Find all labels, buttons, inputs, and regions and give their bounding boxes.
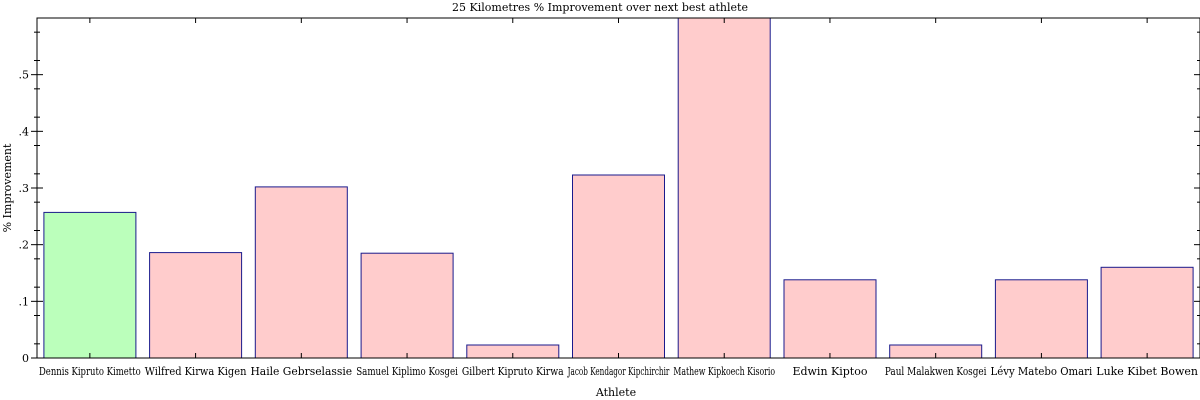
y-tick-label-3: .3 [19, 182, 30, 195]
x-tick-label-3: Samuel Kiplimo Kosgei [356, 365, 458, 378]
x-tick-label-1: Wilfred Kirwa Kigen [145, 365, 247, 378]
x-tick-label-5: Jacob Kendagor Kipchirchir [567, 365, 670, 378]
bar-5 [572, 174, 665, 359]
y-axis-label: % Improvement [1, 143, 14, 232]
bars-group [43, 17, 1194, 359]
bar-6 [677, 17, 771, 359]
x-axis-label: Athlete [595, 386, 636, 399]
bar-10 [1100, 266, 1194, 359]
chart-title: 25 Kilometres % Improvement over next be… [452, 1, 748, 14]
bar-0 [43, 211, 137, 359]
x-tick-label-10: Luke Kibet Bowen [1096, 365, 1198, 378]
x-tick-label-4: Gilbert Kipruto Kirwa [462, 365, 564, 378]
bar-7 [783, 279, 877, 359]
bar-9 [994, 279, 1088, 359]
x-axis: Dennis Kipruto Kimetto Wilfred Kirwa Kige… [39, 18, 1198, 378]
x-tick-label-9: Lévy Matebo Omari [991, 365, 1093, 378]
bar-2 [254, 186, 348, 359]
bar-3 [360, 252, 454, 359]
y-tick-label-4: .4 [19, 125, 30, 138]
x-tick-label-6: Mathew Kipkoech Kisorio [673, 365, 775, 378]
plot-frame [36, 17, 1200, 359]
y-tick-label-2: .2 [19, 239, 30, 252]
x-tick-label-0: Dennis Kipruto Kimetto [39, 365, 141, 378]
x-tick-label-8: Paul Malakwen Kosgei [885, 365, 987, 378]
y-tick-label-0: 0 [22, 352, 29, 365]
y-tick-label-5: .5 [19, 69, 30, 82]
y-tick-label-1: .1 [19, 295, 30, 308]
x-tick-label-7: Edwin Kiptoo [792, 365, 867, 378]
x-tick-label-2: Haile Gebrselassie [250, 365, 352, 378]
bar-1 [149, 252, 243, 359]
